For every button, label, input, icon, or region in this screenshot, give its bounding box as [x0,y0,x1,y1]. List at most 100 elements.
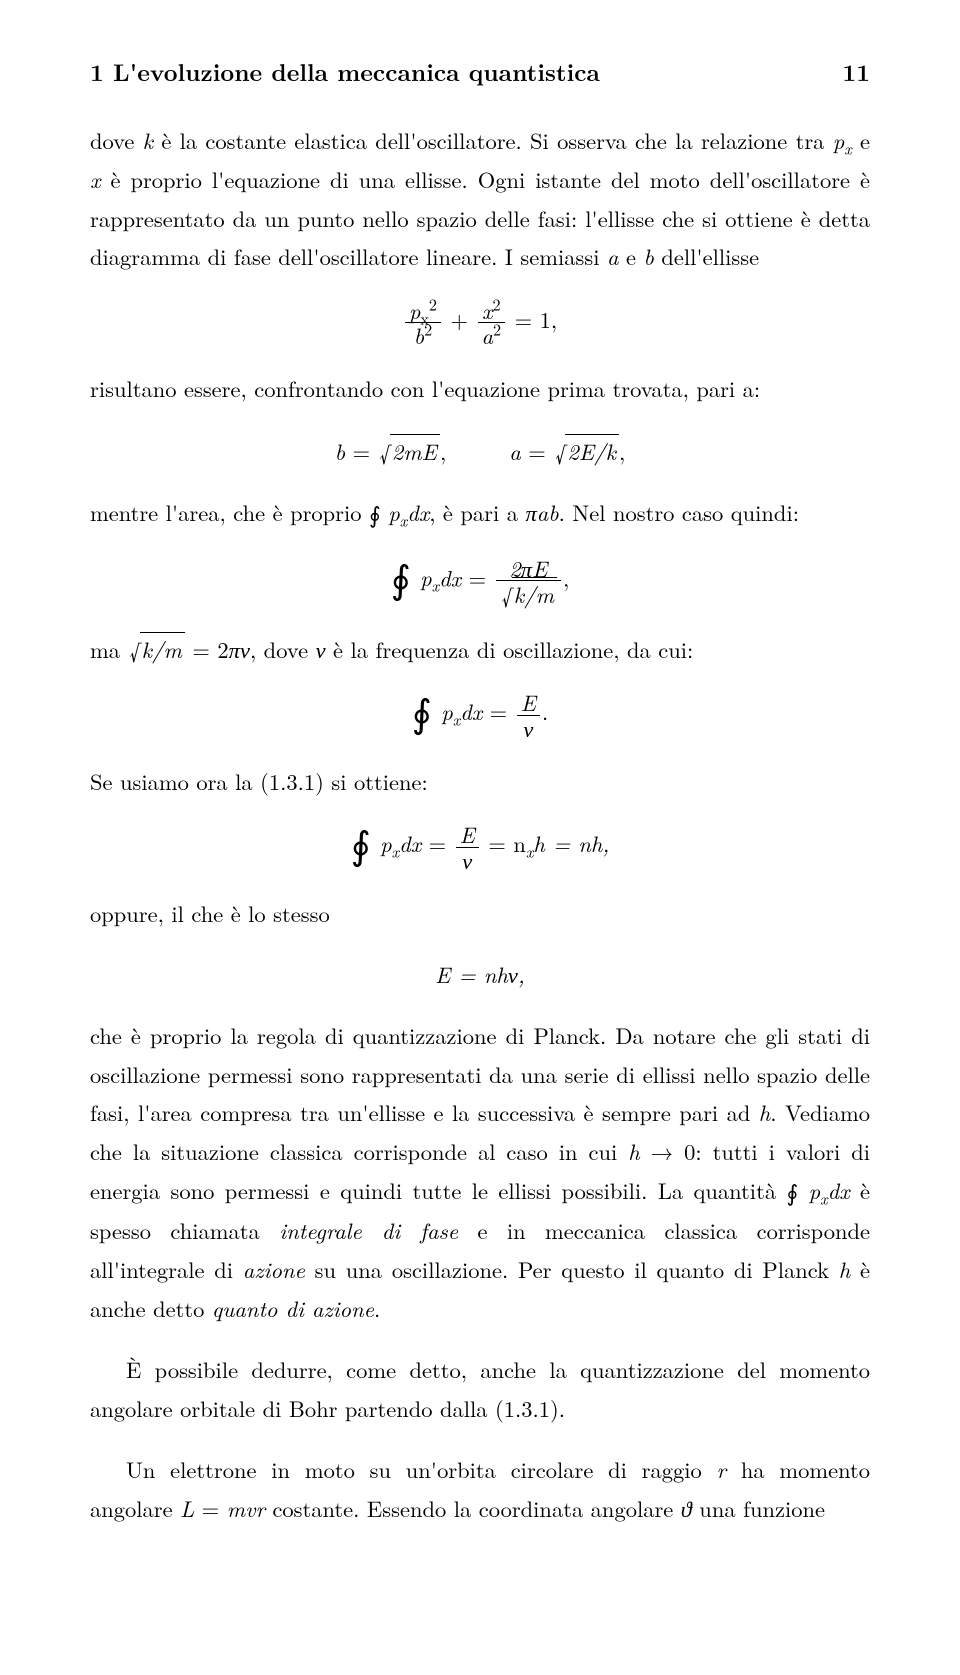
var-mvr: mvr [227,1492,265,1524]
text: a [482,319,494,351]
equation-quantization: ∮ pxdx = E ν = nxh = nh, [90,823,870,871]
var-px: px [809,1174,828,1206]
sup: 2 [493,318,501,341]
text: una funzione [692,1492,825,1524]
sup: 2 [429,292,437,315]
text: , è pari a [429,496,525,528]
sup: 2 [424,318,432,341]
text: dell'ellisse [654,240,759,272]
oint-icon: ∮ [351,835,371,854]
text: p [833,124,845,156]
paragraph-7: che è proprio la regola di quantizzazion… [90,1016,870,1328]
text: = n [481,827,526,859]
text: su una oscillazione. Per questo il quant… [305,1253,839,1285]
oint-icon: ∮ [369,498,381,530]
sqrt: 2mE [380,430,440,471]
var-dx: dx [399,827,421,859]
equation-ellipse: px2 b2 + x2 a2 = 1, [90,299,870,347]
fraction: px2 b2 [405,299,441,347]
equals: = 1, [515,302,558,334]
sub: x [392,839,400,862]
text: = 2 [185,633,229,665]
sup: 2 [492,292,500,315]
text: p [441,695,453,727]
text: b [414,319,424,351]
text: p [809,1174,821,1206]
var-b: b [335,435,345,467]
text: e [852,124,870,156]
fraction: E ν [517,691,540,739]
text: . Nel nostro caso quindi: [559,496,799,528]
text: . [374,1292,380,1324]
var-piab: πab [526,496,559,528]
eq: = [461,561,494,593]
radicand: 2E/k [565,434,619,467]
paragraph-3: mentre l'area, che è proprio ∮ pxdx, è p… [90,493,870,534]
text: mentre l'area, che è proprio [90,496,369,528]
fraction: E ν [456,823,479,871]
text: dove [90,124,143,156]
var-dx: dx [407,496,429,528]
sub: x [820,1186,828,1209]
var-px: px [388,496,407,528]
var-px: px [380,827,399,859]
var-h: h [759,1096,771,1128]
text: p [380,827,392,859]
var-h: h [839,1253,851,1285]
den: ν [517,716,540,740]
running-head: 1 L'evoluzione della meccanica quantisti… [90,52,870,93]
page-number: 11 [842,52,870,93]
oint-icon: ∮ [786,1176,798,1208]
den: ν [456,848,479,872]
var-dx: dx [439,561,461,593]
eq: = [482,695,515,727]
var-L: L [180,1492,194,1524]
sqrt: 2E/k [555,430,619,471]
var-px: px [833,124,852,156]
oint-icon: ∮ [391,569,411,588]
paragraph-4: ma k/m = 2πν, dove ν è la frequenza di o… [90,628,870,669]
var-b: b [644,240,654,272]
fraction: 2πE k/m [496,557,561,606]
page: 1 L'evoluzione della meccanica quantisti… [0,0,960,1590]
chapter-title: 1 L'evoluzione della meccanica quantisti… [90,52,600,93]
radicand: 2mE [390,434,440,467]
eq: = [521,435,554,467]
paragraph-6: oppure, il che è lo stesso [90,894,870,933]
paragraph-5: Se usiamo ora la (1.3.1) si ottiene: [90,762,870,801]
text: costante. Essendo la coordinata angolare [265,1492,681,1524]
var-dx: dx [460,695,482,727]
eq: = [194,1492,227,1524]
paragraph-1: dove k è la costante elastica dell'oscil… [90,121,870,276]
equation-semiaxes: b = 2mE, a = 2E/k, [90,430,870,471]
var-r: r [717,1453,727,1485]
comma: , [563,561,569,593]
text: è la costante elastica dell'oscillatore.… [153,124,833,156]
plus: + [451,302,476,334]
equation-planck: E = nhν, [90,955,870,994]
text: p [420,561,432,593]
oint-icon: ∮ [412,703,432,722]
radicand: k/m [140,632,185,665]
text: e [619,240,644,272]
fraction: x2 a2 [478,299,506,347]
paragraph-2: risultano essere, confrontando con l'equ… [90,369,870,408]
emphasis: quanto di azione [212,1292,374,1324]
var-px: px [420,561,439,593]
var-a: a [607,240,619,272]
text: che è proprio la regola di quantizzazion… [90,1019,870,1128]
emphasis: azione [243,1253,305,1285]
text: p [388,496,400,528]
var-x: x [90,163,100,195]
comma: , [619,435,625,467]
paragraph-9: Un elettrone in moto su un'orbita circol… [90,1450,870,1527]
var-pinu: πν [229,633,250,665]
var-dx: dx [828,1174,850,1206]
text: ma [90,633,128,665]
var-nu: ν [316,633,326,665]
sqrt: k/m [502,582,557,606]
text: , dove [250,633,316,665]
text: Un elettrone in moto su un'orbita circol… [126,1453,717,1485]
paragraph-8: È possibile dedurre, come detto, anche l… [90,1350,870,1427]
eq: = [421,827,454,859]
